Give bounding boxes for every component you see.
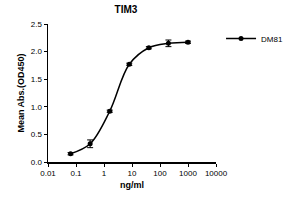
svg-text:100: 100	[153, 169, 167, 178]
svg-text:1: 1	[102, 169, 107, 178]
svg-text:DM81: DM81	[261, 35, 283, 44]
svg-text:TIM3: TIM3	[115, 4, 138, 15]
svg-text:2.5: 2.5	[31, 20, 43, 29]
svg-text:10: 10	[128, 169, 137, 178]
svg-text:2.0: 2.0	[31, 47, 43, 56]
svg-text:10000: 10000	[205, 169, 228, 178]
svg-text:Mean Abs.(OD450): Mean Abs.(OD450)	[16, 53, 26, 132]
svg-text:ng/ml: ng/ml	[120, 180, 144, 190]
svg-text:0.01: 0.01	[40, 169, 56, 178]
svg-text:1000: 1000	[179, 169, 197, 178]
svg-text:1.5: 1.5	[31, 75, 43, 84]
svg-text:0.0: 0.0	[31, 158, 43, 167]
svg-text:0.5: 0.5	[31, 130, 43, 139]
svg-text:1.0: 1.0	[31, 103, 43, 112]
svg-text:0.1: 0.1	[70, 169, 82, 178]
